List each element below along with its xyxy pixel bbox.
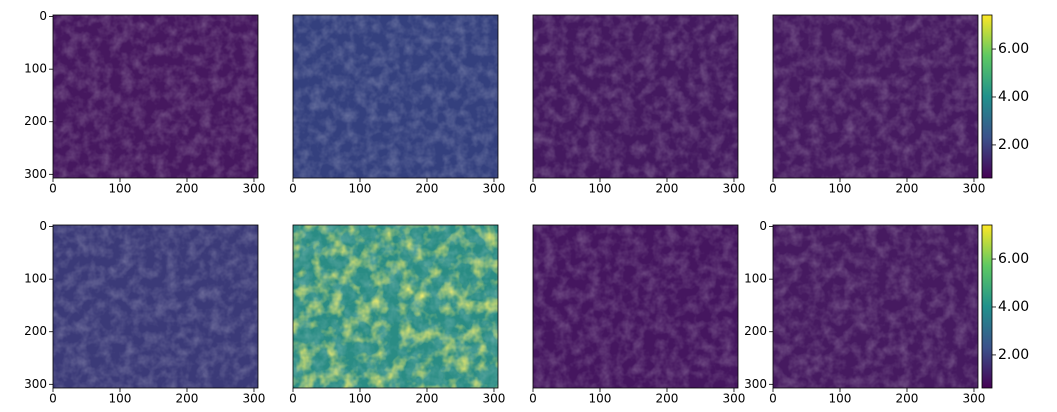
x-tick-label: 200 (896, 392, 919, 406)
x-tick-label: 0 (49, 182, 57, 196)
x-tick-label: 300 (483, 392, 506, 406)
colorbar-frame (981, 14, 993, 179)
x-tick-label: 100 (829, 392, 852, 406)
colorbar-tick-label: 2.00 (998, 347, 1029, 363)
x-tick-label: 100 (589, 182, 612, 196)
y-tick-label: 0 (39, 9, 47, 23)
colorbar-tick-label: 4.00 (998, 89, 1029, 105)
x-tick-label: 300 (723, 182, 746, 196)
x-tick-label: 100 (349, 182, 372, 196)
y-tick-label: 300 (744, 377, 767, 391)
x-tick-label: 0 (289, 182, 297, 196)
colorbar-tick-label: 4.00 (998, 299, 1029, 315)
x-tick-label: 200 (176, 182, 199, 196)
x-tick-label: 300 (723, 392, 746, 406)
x-tick-label: 200 (416, 392, 439, 406)
image-texture (293, 225, 498, 388)
image-texture (773, 15, 978, 178)
x-tick-label: 0 (289, 392, 297, 406)
frame (52, 14, 259, 179)
x-tick-label: 100 (109, 392, 132, 406)
image-texture (53, 225, 258, 388)
y-tick-label: 200 (24, 114, 47, 128)
colorbar-tick-label: 6.00 (998, 251, 1029, 267)
x-tick-label: 0 (769, 392, 777, 406)
y-tick-label: 0 (39, 219, 47, 233)
frame (772, 224, 979, 389)
colorbar (982, 225, 992, 388)
x-tick-label: 0 (769, 182, 777, 196)
x-tick-label: 200 (416, 182, 439, 196)
x-tick-label: 300 (963, 182, 986, 196)
frame (292, 224, 499, 389)
x-tick-label: 0 (529, 182, 537, 196)
frame (532, 224, 739, 389)
x-tick-label: 0 (49, 392, 57, 406)
frame (292, 14, 499, 179)
x-tick-label: 100 (109, 182, 132, 196)
colorbar-tick-label: 6.00 (998, 41, 1029, 57)
y-tick-label: 200 (24, 324, 47, 338)
image-texture (773, 225, 978, 388)
x-tick-label: 300 (483, 182, 506, 196)
y-tick-label: 100 (24, 62, 47, 76)
x-tick-label: 200 (656, 182, 679, 196)
x-tick-label: 0 (529, 392, 537, 406)
x-tick-label: 100 (829, 182, 852, 196)
y-tick-label: 100 (744, 272, 767, 286)
y-tick-label: 300 (24, 377, 47, 391)
frame (52, 224, 259, 389)
y-tick-label: 200 (744, 324, 767, 338)
x-tick-label: 200 (896, 182, 919, 196)
y-tick-label: 100 (24, 272, 47, 286)
frame (532, 14, 739, 179)
colorbar-tick-label: 2.00 (998, 137, 1029, 153)
x-tick-label: 300 (963, 392, 986, 406)
x-tick-label: 300 (243, 182, 266, 196)
colorbar (982, 15, 992, 178)
colorbar-frame (981, 224, 993, 389)
y-tick-label: 0 (759, 219, 767, 233)
image-texture (533, 15, 738, 178)
x-tick-label: 100 (349, 392, 372, 406)
y-tick-label: 300 (24, 167, 47, 181)
x-tick-label: 300 (243, 392, 266, 406)
image-texture (293, 15, 498, 178)
frame (772, 14, 979, 179)
x-tick-label: 200 (656, 392, 679, 406)
image-texture (533, 225, 738, 388)
x-tick-label: 200 (176, 392, 199, 406)
x-tick-label: 100 (589, 392, 612, 406)
image-texture (53, 15, 258, 178)
